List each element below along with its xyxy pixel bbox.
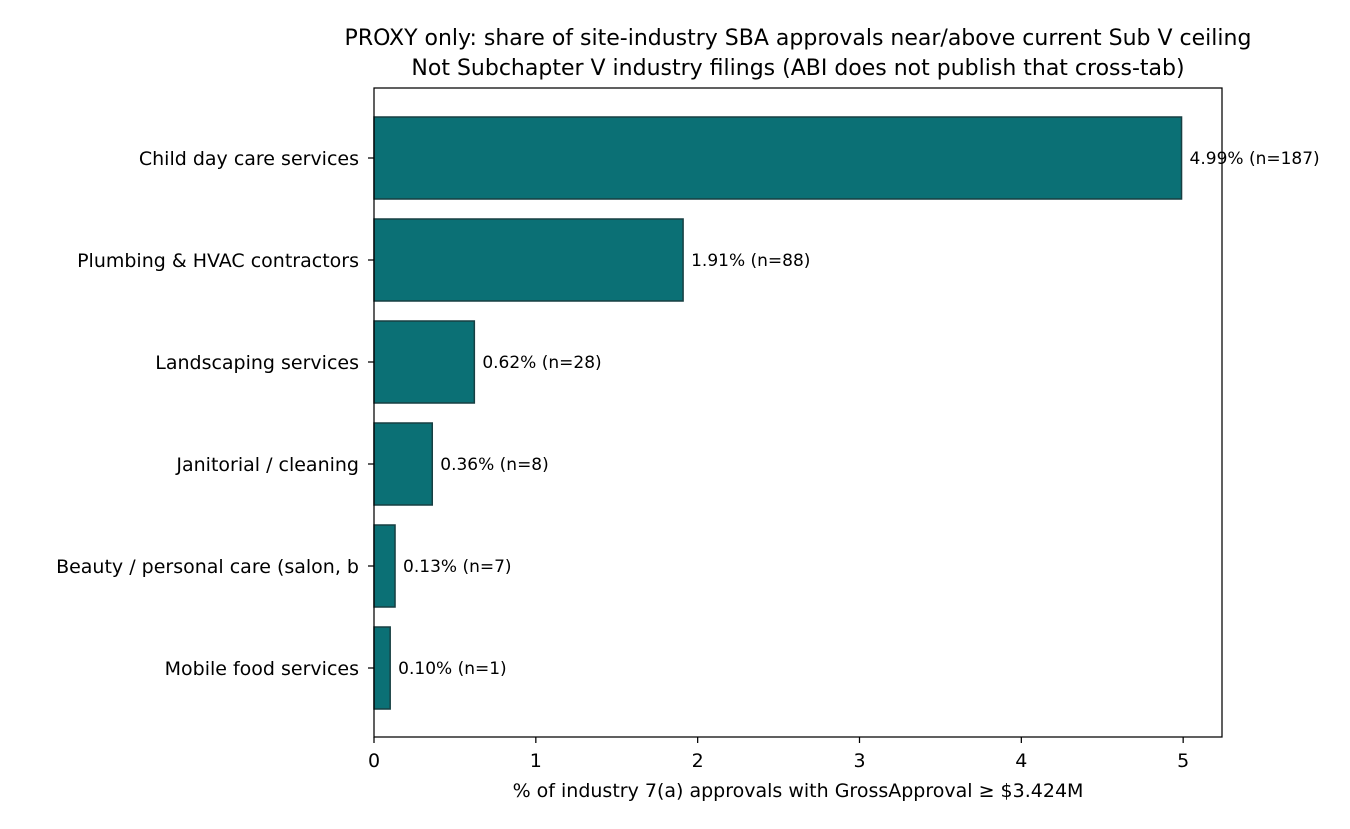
- y-tick-label: Beauty / personal care (salon, b: [56, 556, 359, 578]
- x-axis-label: % of industry 7(a) approvals with GrossA…: [513, 780, 1084, 802]
- y-axis: Child day care services Plumbing & HVAC c…: [56, 148, 374, 680]
- data-label: 0.36% (n=8): [440, 455, 549, 475]
- data-label: 1.91% (n=88): [691, 251, 810, 271]
- bar: [373, 218, 684, 302]
- chart-subtitle: Not Subchapter V industry filings (ABI d…: [411, 56, 1184, 81]
- x-tick-label: 1: [530, 750, 542, 772]
- y-tick-label: Plumbing & HVAC contractors: [77, 250, 359, 272]
- y-tick-label: Mobile food services: [165, 658, 359, 680]
- x-tick-label: 4: [1015, 750, 1027, 772]
- bar: [373, 116, 1183, 200]
- x-tick-label: 2: [692, 750, 704, 772]
- y-tick-label: Child day care services: [139, 148, 359, 170]
- x-tick-label: 0: [368, 750, 380, 772]
- data-label: 0.10% (n=1): [398, 659, 507, 679]
- bar: [373, 626, 391, 710]
- bar: [373, 524, 396, 608]
- plot-area-frame: [373, 87, 1223, 738]
- x-tick-label: 3: [853, 750, 865, 772]
- bar: [373, 320, 476, 404]
- data-label: 0.13% (n=7): [403, 557, 512, 577]
- data-label: 4.99% (n=187): [1190, 149, 1320, 169]
- data-label: 0.62% (n=28): [482, 353, 601, 373]
- bar: [373, 422, 434, 506]
- y-tick-label: Janitorial / cleaning: [175, 454, 359, 476]
- chart-title: PROXY only: share of site-industry SBA a…: [345, 26, 1252, 51]
- y-tick-label: Landscaping services: [155, 352, 359, 374]
- x-axis: 0 1 2 3 4 5: [368, 737, 1189, 772]
- bars-layer: [373, 116, 1183, 710]
- x-tick-label: 5: [1177, 750, 1189, 772]
